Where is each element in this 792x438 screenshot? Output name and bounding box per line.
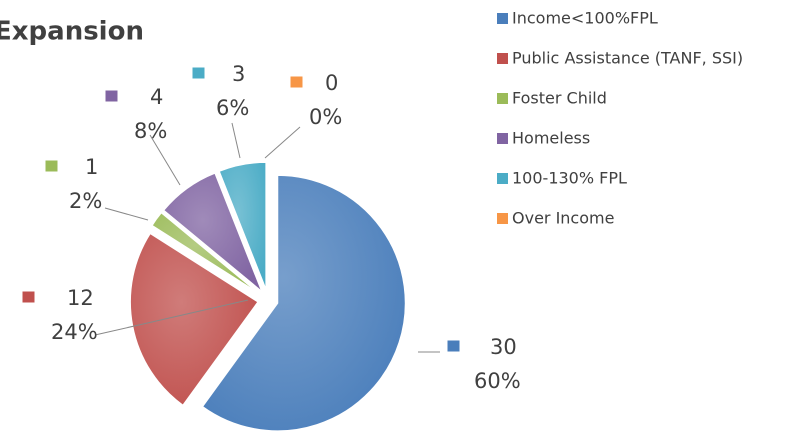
legend-key <box>497 13 508 24</box>
leader-line <box>149 134 181 186</box>
label-key <box>44 159 59 173</box>
legend-key <box>497 133 508 144</box>
leader-line <box>231 122 241 159</box>
percent-label: 60% <box>474 369 521 393</box>
leader-line <box>104 207 149 221</box>
pie-slice <box>201 174 407 432</box>
percent-label: 8% <box>134 119 167 143</box>
legend-label: Foster Child <box>512 89 607 108</box>
label-key <box>21 290 36 304</box>
legend-key <box>497 93 508 104</box>
legend-label: Income<100%FPL <box>512 9 658 28</box>
percent-label: 0% <box>309 105 342 129</box>
pie-slice <box>218 161 267 291</box>
leader-line <box>94 299 249 336</box>
legend-label: Over Income <box>512 209 614 228</box>
percent-label: 24% <box>51 320 98 344</box>
data-label: 1 <box>85 155 98 179</box>
chart-title: Expansion <box>0 17 144 47</box>
legend-label: 100-130% FPL <box>512 169 627 188</box>
legend-key <box>497 213 508 224</box>
legend-label: Homeless <box>512 129 590 148</box>
pie-slice <box>162 171 263 293</box>
label-key <box>104 89 119 103</box>
leader-line <box>264 126 301 159</box>
pie-slice <box>150 211 261 295</box>
legend-key <box>497 173 508 184</box>
data-label: 30 <box>490 335 517 359</box>
pie-slice <box>129 232 260 407</box>
data-label: 12 <box>67 286 94 310</box>
legend-key <box>497 53 508 64</box>
data-label: 4 <box>150 85 163 109</box>
data-label: 3 <box>232 62 245 86</box>
label-key <box>289 75 304 89</box>
data-label: 0 <box>325 71 338 95</box>
legend-label: Public Assistance (TANF, SSI) <box>512 49 743 68</box>
percent-label: 2% <box>69 189 102 213</box>
label-key <box>191 66 206 80</box>
label-key <box>446 339 461 353</box>
percent-label: 6% <box>216 96 249 120</box>
